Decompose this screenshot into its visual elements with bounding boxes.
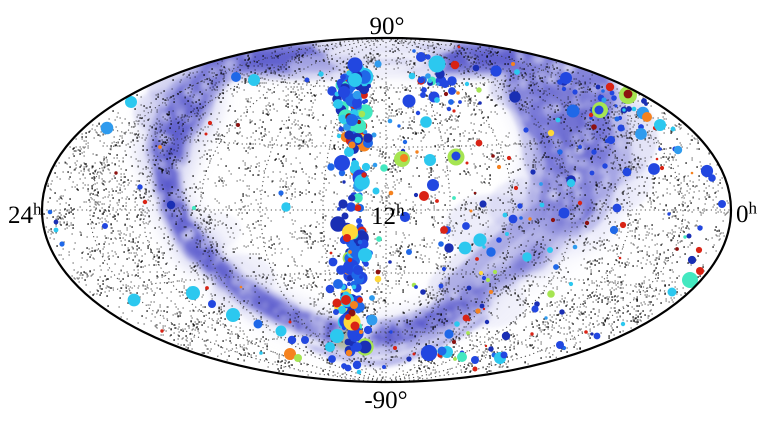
svg-text:-90°: -90° — [364, 387, 407, 414]
svg-text:90°: 90° — [370, 13, 405, 40]
